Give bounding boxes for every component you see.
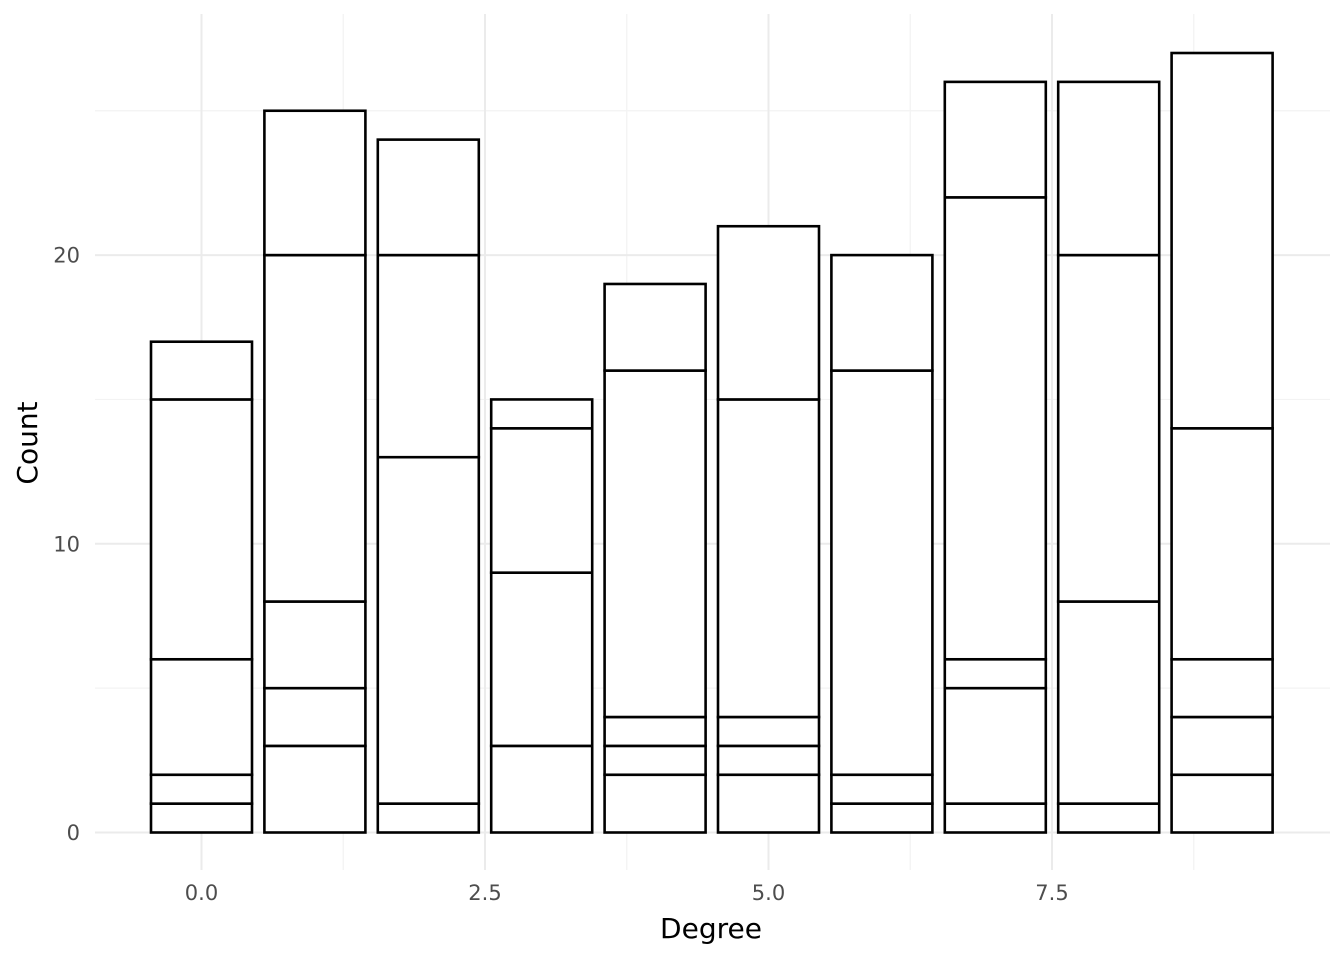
bar-segment bbox=[1056, 802, 1161, 834]
bar-segment bbox=[489, 427, 594, 574]
bar-segment bbox=[263, 600, 367, 690]
bar-segment bbox=[716, 744, 821, 777]
bar-segment bbox=[603, 369, 707, 719]
bar-segment bbox=[1056, 80, 1161, 257]
bar-segment bbox=[943, 657, 1048, 690]
bar-segment bbox=[830, 253, 934, 372]
y-tick-label: 0 bbox=[67, 821, 80, 845]
bar-segment bbox=[149, 657, 254, 777]
bar-group-7 bbox=[943, 80, 1048, 834]
bars bbox=[149, 51, 1274, 834]
bar-segment bbox=[716, 773, 821, 834]
y-tick-label: 20 bbox=[53, 244, 80, 268]
bar-group-0 bbox=[149, 340, 254, 834]
x-tick-label: 2.5 bbox=[468, 881, 501, 905]
bar-segment bbox=[149, 398, 254, 661]
bar-segment bbox=[603, 715, 707, 748]
y-tick-label: 10 bbox=[53, 532, 80, 556]
bar-segment bbox=[830, 773, 934, 805]
bar-segment bbox=[1170, 657, 1274, 719]
bar-segment bbox=[263, 253, 367, 603]
bar-segment bbox=[489, 744, 594, 834]
bar-segment bbox=[716, 715, 821, 748]
x-tick-label: 0.0 bbox=[185, 881, 218, 905]
x-tick-label: 5.0 bbox=[752, 881, 785, 905]
bar-group-9 bbox=[1170, 51, 1274, 834]
bar-segment bbox=[943, 686, 1048, 805]
bar-segment bbox=[830, 802, 934, 834]
bar-segment bbox=[1170, 715, 1274, 777]
bar-group-1 bbox=[263, 109, 367, 834]
bar-segment bbox=[1056, 600, 1161, 805]
x-tick-labels: 0.0 2.5 5.0 7.5 bbox=[185, 881, 1069, 905]
bar-segment bbox=[943, 196, 1048, 661]
bar-segment bbox=[376, 802, 481, 834]
x-tick-label: 7.5 bbox=[1035, 881, 1068, 905]
y-tick-labels: 0 10 20 bbox=[53, 244, 80, 845]
bar-segment bbox=[1170, 51, 1274, 430]
bar-segment bbox=[263, 686, 367, 748]
bar-group-5 bbox=[716, 224, 821, 834]
bar-segment bbox=[943, 802, 1048, 834]
bar-group-6 bbox=[830, 253, 934, 834]
bar-segment bbox=[830, 369, 934, 777]
bar-segment bbox=[149, 773, 254, 805]
bar-segment bbox=[1170, 773, 1274, 834]
bar-segment bbox=[603, 773, 707, 834]
bar-segment bbox=[489, 398, 594, 430]
y-axis-title: Count bbox=[11, 401, 44, 484]
bar-segment bbox=[943, 80, 1048, 199]
bar-segment bbox=[376, 455, 481, 805]
bar-segment bbox=[1170, 427, 1274, 661]
bar-segment bbox=[603, 744, 707, 777]
bar-segment bbox=[263, 744, 367, 834]
bar-group-8 bbox=[1056, 80, 1161, 834]
bar-segment bbox=[603, 282, 707, 372]
bar-segment bbox=[376, 253, 481, 459]
bar-segment bbox=[149, 802, 254, 834]
x-axis-title: Degree bbox=[660, 912, 762, 945]
bar-segment bbox=[1056, 253, 1161, 603]
bar-group-4 bbox=[603, 282, 707, 834]
bar-segment bbox=[376, 138, 481, 257]
bar-group-3 bbox=[489, 398, 594, 834]
bar-segment bbox=[263, 109, 367, 257]
bar-segment bbox=[149, 340, 254, 401]
bar-group-2 bbox=[376, 138, 481, 834]
bar-segment bbox=[716, 224, 821, 401]
bar-segment bbox=[716, 398, 821, 719]
bar-segment bbox=[489, 571, 594, 748]
